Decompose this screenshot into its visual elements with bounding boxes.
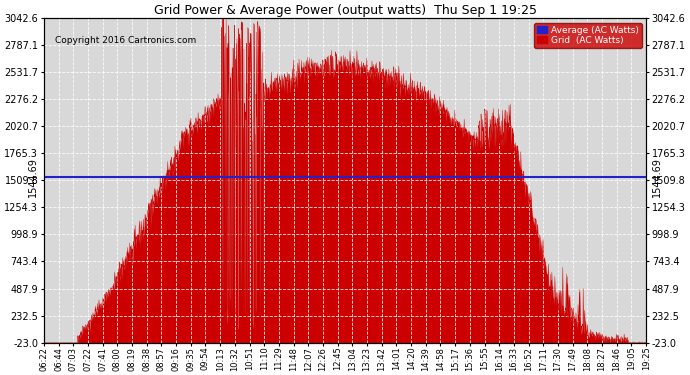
Text: Copyright 2016 Cartronics.com: Copyright 2016 Cartronics.com [55, 36, 197, 45]
Text: 1544.69: 1544.69 [28, 157, 38, 196]
Legend: Average (AC Watts), Grid  (AC Watts): Average (AC Watts), Grid (AC Watts) [534, 23, 642, 48]
Title: Grid Power & Average Power (output watts)  Thu Sep 1 19:25: Grid Power & Average Power (output watts… [153, 4, 537, 17]
Text: 1544.69: 1544.69 [652, 157, 662, 196]
